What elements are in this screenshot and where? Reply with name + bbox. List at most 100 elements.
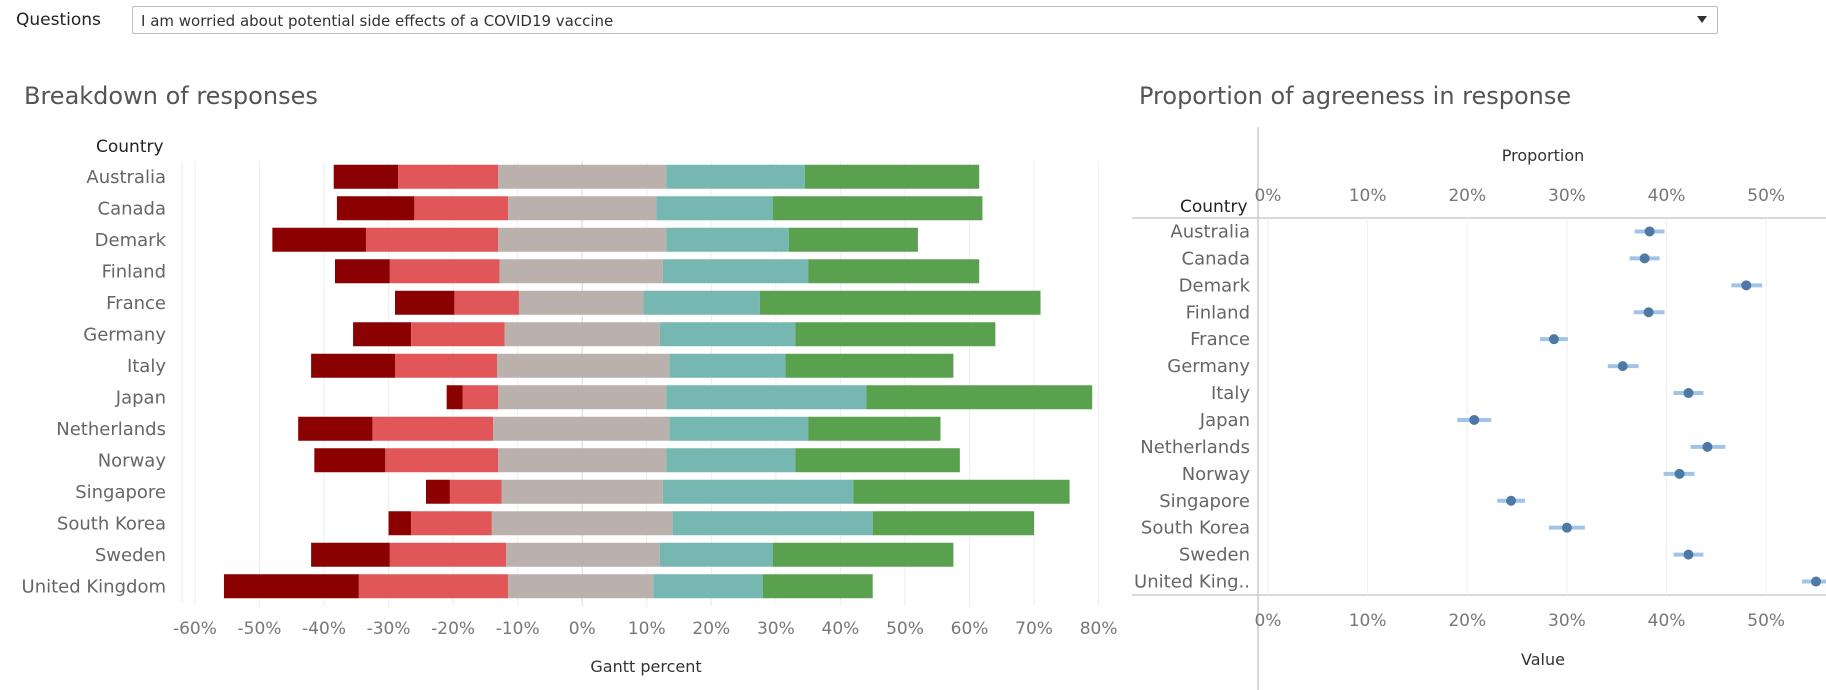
value-point [1469,414,1480,425]
country-label: Singapore [75,482,166,503]
breakdown-chart: Country Gantt percent Australia Canada Dem… [22,137,1118,676]
bar-segment-neutral [498,164,667,189]
tick-label: -20% [431,619,475,639]
bar-segment-strongly_disagree [446,385,463,410]
bar-segment-neutral [506,542,660,567]
country-label: South Korea [57,513,166,534]
bar-segment-neutral [498,385,667,410]
bar-segment-neutral [497,353,670,378]
proportion-top-ticks: 0% 10% 20% 30% 40% 50% [1254,186,1785,206]
value-point [1644,226,1655,237]
bar-segment-neutral [501,479,663,504]
tick-label: 0% [1254,186,1281,206]
country-label: Canada [98,198,167,219]
bar-segment-strongly_agree [762,574,873,599]
country-label: Japan [115,387,166,408]
country-label: Australia [1170,221,1250,242]
value-point [1683,549,1694,560]
bar-segment-agree [669,353,786,378]
value-point [1561,522,1572,533]
question-filter-label: Questions [16,10,101,30]
bar-segment-strongly_disagree [272,227,366,252]
question-dropdown-value: I am worried about potential side effect… [141,12,614,30]
bar-segment-strongly_agree [853,479,1070,504]
bar-segment-disagree [398,164,499,189]
tick-label: 60% [951,619,989,639]
tick-label: 80% [1080,619,1118,639]
bar-segment-disagree [389,542,507,567]
value-point [1683,388,1694,399]
bar-segment-strongly_agree [872,511,1035,536]
value-point [1674,468,1685,479]
proportion-gridlines [1267,218,1767,595]
country-label: Norway [98,450,167,471]
bar-segment-agree [666,385,867,410]
proportion-row-labels: Australia Canada Demark Finland France German… [1134,221,1251,592]
bar-segment-disagree [365,227,499,252]
bar-segment-neutral [493,416,670,441]
bar-segment-strongly_agree [785,353,954,378]
proportion-row-header: Country [1180,197,1248,217]
bar-segment-neutral [499,259,663,284]
bar-segment-disagree [385,448,499,473]
country-label: Japan [1199,410,1250,431]
breakdown-x-ticks: -60% -50% -40% -30% -20% -10% 0% 10% 20% 30% 40% 50… [173,619,1118,639]
breakdown-chart-title: Breakdown of responses [24,82,318,110]
bar-segment-strongly_disagree [353,322,412,347]
bar-segment-agree [666,448,796,473]
country-label: Finland [102,261,166,282]
tick-label: -10% [496,619,540,639]
proportion-chart: Country Proportion Value 0% 10% 20% 30% 40% 5… [1132,127,1826,690]
bar-segment-neutral [507,574,654,599]
value-point [1617,361,1628,372]
country-label: Sweden [95,545,166,566]
tick-label: -40% [302,619,346,639]
bar-segment-neutral [498,448,667,473]
bar-segment-disagree [372,416,494,441]
bar-segment-strongly_agree [759,290,1041,315]
proportion-frame [1132,127,1826,690]
bar-segment-agree [659,542,773,567]
tick-label: -30% [367,619,411,639]
country-label: United King.. [1134,572,1250,593]
country-label: France [106,293,166,314]
bar-segment-agree [662,259,809,284]
country-label: Netherlands [1140,437,1250,458]
proportion-x-axis-title: Value [1521,650,1565,669]
bar-segment-disagree [395,353,498,378]
country-label: United Kingdom [22,576,166,597]
bar-segment-disagree [414,196,508,221]
bar-segment-agree [653,574,763,599]
bar-segment-agree [666,164,805,189]
bar-segment-disagree [449,479,502,504]
tick-label: 20% [1448,186,1486,206]
tick-label: 0% [1254,611,1281,631]
bar-segment-agree [656,196,773,221]
country-label: Germany [1167,356,1250,377]
breakdown-x-axis-title: Gantt percent [590,657,701,676]
bar-segment-neutral [504,322,660,347]
tick-label: -60% [173,619,217,639]
bar-segment-neutral [518,290,644,315]
bar-segment-agree [672,511,873,536]
bar-segment-strongly_agree [795,448,960,473]
bar-segment-strongly_disagree [298,416,373,441]
bar-segment-strongly_disagree [314,448,386,473]
country-label: France [1190,329,1250,350]
value-point [1811,576,1822,587]
question-dropdown[interactable]: I am worried about potential side effect… [132,6,1718,34]
bar-segment-strongly_disagree [334,259,390,284]
bar-segment-strongly_disagree [333,164,399,189]
bar-segment-disagree [358,574,508,599]
bar-segment-strongly_disagree [426,479,450,504]
country-label: South Korea [1141,518,1250,539]
tick-label: 10% [1349,611,1387,631]
value-point [1702,441,1713,452]
proportion-top-axis-title: Proportion [1502,146,1585,165]
bar-segment-neutral [498,227,667,252]
tick-label: 20% [1448,611,1486,631]
breakdown-row-labels: Australia Canada Demark Finland France German… [22,167,167,598]
country-label: Germany [83,324,166,345]
bar-segment-strongly_agree [772,542,954,567]
